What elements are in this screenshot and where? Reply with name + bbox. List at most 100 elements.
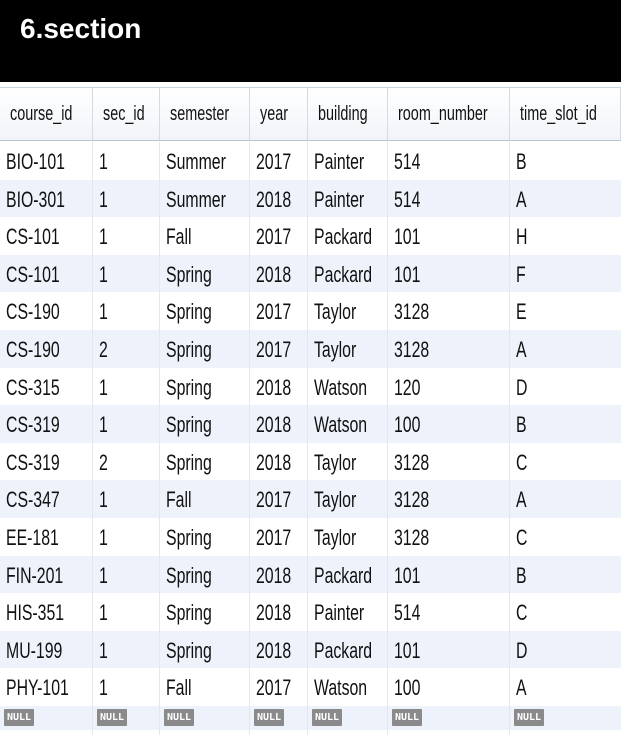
column-header-semester[interactable]: semester (160, 88, 250, 140)
cell-semester[interactable]: Spring (166, 261, 212, 287)
cell-sec-id[interactable]: 1 (99, 224, 108, 250)
cell-room-number[interactable]: 3128 (394, 299, 430, 325)
cell-room-number[interactable]: 514 (394, 600, 421, 626)
cell-building[interactable]: Watson (314, 675, 368, 701)
cell-sec-id[interactable]: 1 (99, 374, 108, 400)
table-row[interactable]: CS-101 1 Spring 2018 Packard 101 F (0, 254, 621, 293)
cell-building[interactable]: Taylor (314, 299, 357, 325)
cell-sec-id[interactable]: 1 (99, 149, 108, 174)
cell-room-number[interactable]: 120 (394, 374, 421, 400)
cell-year[interactable]: 2017 (256, 224, 292, 250)
table-row[interactable]: CS-190 2 Spring 2017 Taylor 3128 A (0, 329, 621, 368)
cell-room-number[interactable]: 100 (394, 412, 421, 438)
cell-year[interactable]: 2017 (256, 149, 292, 174)
cell-sec-id[interactable]: 2 (99, 336, 108, 362)
table-row[interactable]: BIO-301 1 Summer 2018 Painter 514 A (0, 179, 621, 218)
cell-building[interactable]: Painter (314, 149, 365, 174)
table-row[interactable]: CS-315 1 Spring 2018 Watson 120 D (0, 368, 621, 406)
cell-sec-id[interactable]: 2 (99, 449, 108, 475)
cell-building[interactable]: Packard (314, 637, 373, 663)
cell-sec-id[interactable]: 1 (99, 562, 108, 588)
cell-room-number[interactable]: 101 (394, 562, 421, 588)
cell-building[interactable]: Packard (314, 261, 373, 287)
cell-course-id[interactable]: CS-347 (6, 487, 60, 513)
cell-time-slot-id[interactable]: D (516, 374, 528, 400)
cell-course-id[interactable]: FIN-201 (6, 562, 64, 588)
column-header-course-id[interactable]: course_id (0, 88, 93, 140)
cell-time-slot-id[interactable]: A (516, 186, 527, 212)
cell-semester[interactable]: Spring (166, 374, 212, 400)
cell-sec-id[interactable]: 1 (99, 261, 108, 287)
cell-room-number[interactable]: 101 (394, 261, 421, 287)
cell-course-id[interactable]: MU-199 (6, 637, 63, 663)
table-row[interactable]: HIS-351 1 Spring 2018 Painter 514 C (0, 593, 621, 631)
column-header-year[interactable]: year (250, 88, 308, 140)
table-row[interactable]: CS-319 2 Spring 2018 Taylor 3128 C (0, 443, 621, 481)
table-row[interactable]: CS-347 1 Fall 2017 Taylor 3128 A (0, 480, 621, 518)
cell-building[interactable]: Packard (314, 224, 373, 250)
cell-semester[interactable]: Fall (166, 224, 192, 250)
cell-year[interactable]: 2018 (256, 600, 292, 626)
cell-room-number[interactable]: 101 (394, 637, 421, 663)
cell-time-slot-id[interactable]: C (516, 600, 528, 626)
cell-room-number[interactable]: 3128 (394, 524, 430, 550)
cell-building[interactable]: Watson (314, 374, 368, 400)
cell-course-id[interactable]: CS-319 (6, 412, 60, 438)
cell-room-number[interactable]: 100 (394, 675, 421, 701)
cell-course-id[interactable]: HIS-351 (6, 600, 65, 626)
new-row-placeholder[interactable]: NULL NULL NULL NULL NULL NULL NULL (0, 705, 621, 730)
cell-semester[interactable]: Spring (166, 637, 212, 663)
cell-course-id[interactable]: BIO-101 (6, 149, 65, 174)
cell-sec-id[interactable]: 1 (99, 299, 108, 325)
cell-semester[interactable]: Spring (166, 412, 212, 438)
cell-building[interactable]: Watson (314, 412, 368, 438)
cell-course-id[interactable]: CS-101 (6, 261, 60, 287)
cell-year[interactable]: 2018 (256, 186, 292, 212)
cell-year[interactable]: 2017 (256, 524, 292, 550)
table-row[interactable]: EE-181 1 Spring 2017 Taylor 3128 C (0, 518, 621, 556)
cell-course-id[interactable]: CS-190 (6, 299, 60, 325)
cell-course-id[interactable]: CS-190 (6, 336, 60, 362)
cell-year[interactable]: 2017 (256, 299, 292, 325)
cell-time-slot-id[interactable]: H (516, 224, 528, 250)
cell-time-slot-id[interactable]: D (516, 637, 528, 663)
cell-time-slot-id[interactable]: A (516, 675, 527, 701)
table-row[interactable]: CS-319 1 Spring 2018 Watson 100 B (0, 405, 621, 443)
cell-building[interactable]: Taylor (314, 449, 357, 475)
cell-year[interactable]: 2018 (256, 637, 292, 663)
cell-course-id[interactable]: EE-181 (6, 524, 59, 550)
table-row[interactable]: PHY-101 1 Fall 2017 Watson 100 A (0, 668, 621, 706)
cell-course-id[interactable]: CS-101 (6, 224, 60, 250)
column-header-room-number[interactable]: room_number (388, 88, 510, 140)
cell-year[interactable]: 2017 (256, 675, 292, 701)
cell-room-number[interactable]: 3128 (394, 336, 430, 362)
cell-year[interactable]: 2018 (256, 374, 292, 400)
cell-year[interactable]: 2018 (256, 261, 292, 287)
cell-sec-id[interactable]: 1 (99, 600, 108, 626)
table-row[interactable]: CS-190 1 Spring 2017 Taylor 3128 E (0, 292, 621, 330)
cell-year[interactable]: 2018 (256, 449, 292, 475)
cell-time-slot-id[interactable]: B (516, 149, 527, 174)
table-row[interactable]: BIO-101 1 Summer 2017 Painter 514 B (0, 142, 621, 180)
cell-semester[interactable]: Spring (166, 600, 212, 626)
cell-room-number[interactable]: 514 (394, 149, 421, 174)
cell-course-id[interactable]: CS-315 (6, 374, 60, 400)
cell-semester[interactable]: Fall (166, 675, 192, 701)
cell-sec-id[interactable]: 1 (99, 524, 108, 550)
cell-room-number[interactable]: 514 (394, 186, 421, 212)
cell-sec-id[interactable]: 1 (99, 675, 108, 701)
cell-time-slot-id[interactable]: C (516, 449, 528, 475)
cell-room-number[interactable]: 3128 (394, 449, 430, 475)
cell-semester[interactable]: Fall (166, 487, 192, 513)
cell-sec-id[interactable]: 1 (99, 186, 108, 212)
cell-building[interactable]: Taylor (314, 487, 357, 513)
column-header-time-slot-id[interactable]: time_slot_id (510, 88, 621, 140)
cell-time-slot-id[interactable]: E (516, 299, 527, 325)
cell-year[interactable]: 2018 (256, 562, 292, 588)
cell-building[interactable]: Painter (314, 600, 365, 626)
cell-time-slot-id[interactable]: A (516, 487, 527, 513)
cell-course-id[interactable]: PHY-101 (6, 675, 69, 701)
cell-time-slot-id[interactable]: A (516, 336, 527, 362)
cell-room-number[interactable]: 101 (394, 224, 421, 250)
table-row[interactable]: FIN-201 1 Spring 2018 Packard 101 B (0, 555, 621, 594)
